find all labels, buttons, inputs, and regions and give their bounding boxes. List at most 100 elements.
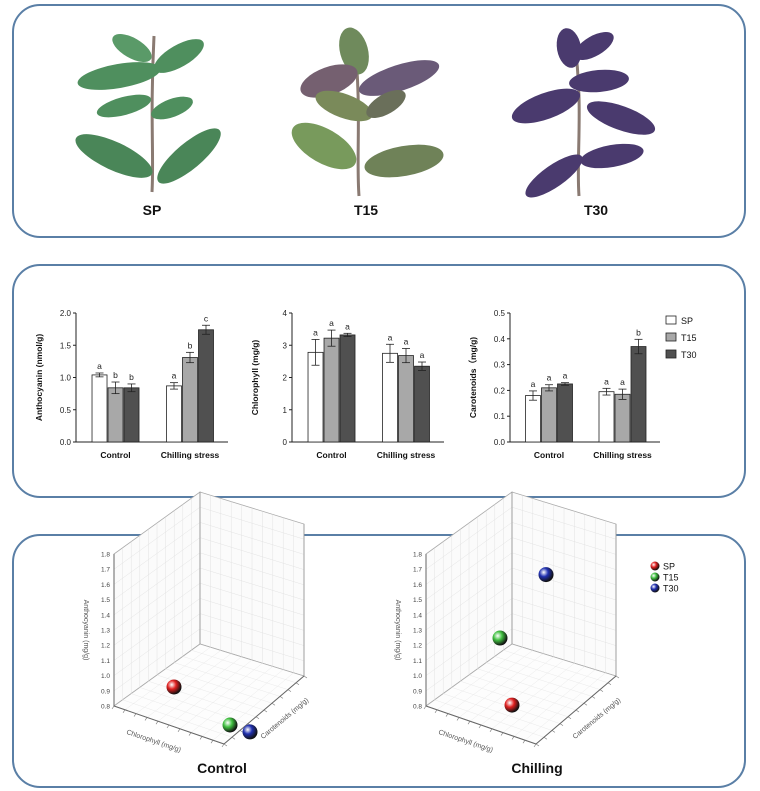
y-tick — [591, 696, 596, 699]
plant-t30-image — [511, 28, 656, 198]
z-tick-label: 1.6 — [413, 582, 422, 589]
grid-line — [494, 656, 601, 690]
z-tick-label: 1.7 — [101, 567, 110, 574]
significance-letter: b — [188, 340, 193, 350]
z-tick-label: 1.4 — [101, 612, 110, 619]
x-tick — [122, 709, 126, 713]
grid-line — [113, 537, 201, 600]
significance-letter: a — [345, 321, 350, 331]
z-tick-label: 1.6 — [101, 582, 110, 589]
ball-sp — [504, 697, 520, 713]
y-tick-label: 2.0 — [60, 309, 72, 318]
legend-swatch-t15 — [665, 332, 677, 342]
scatter-box-scatter3d-chilling: 0.8 0.9 1.0 1.1 1.2 1.3 1.4 1.5 1.6 1.7 1.8 Anthocy… — [394, 491, 622, 754]
z-tick-label: 1.0 — [413, 673, 422, 680]
category-label: Control — [316, 450, 346, 460]
y-tick-label: 0.0 — [494, 438, 506, 447]
x-tick — [144, 717, 148, 721]
y-tick — [263, 709, 268, 713]
bar-t30 — [557, 383, 573, 443]
grid-line — [190, 666, 273, 733]
x-tick — [533, 743, 537, 748]
significance-letter: a — [97, 361, 102, 371]
grid-line — [199, 537, 305, 570]
significance-letter: c — [204, 313, 209, 323]
legend-label-t15: T15 — [681, 333, 697, 343]
grid-line — [113, 522, 201, 585]
plant-label-t30: T30 — [583, 202, 609, 218]
bar-t15 — [541, 387, 557, 443]
ball-t15 — [492, 630, 508, 646]
z-tick-label: 1.1 — [413, 658, 422, 665]
legend-ball-sp — [650, 561, 660, 571]
z-tick-label: 1.1 — [101, 658, 110, 665]
bar-legend: SP T15 T30 — [665, 315, 697, 360]
grid-line — [113, 552, 201, 615]
grid-line — [511, 507, 617, 540]
y-tick-label: 0.0 — [60, 438, 72, 447]
y-tick — [271, 702, 276, 706]
grid-line — [425, 537, 513, 600]
y-axis-label: Anthocyanin (nmol/g) — [34, 334, 44, 422]
x-tick — [199, 736, 203, 740]
z-tick-label: 1.0 — [101, 673, 110, 680]
z-tick-label: 1.3 — [101, 628, 110, 635]
x-tick — [166, 724, 170, 729]
x-tick — [456, 717, 460, 721]
y-axis-label: Carotenoids（mg/g) — [468, 337, 478, 418]
bar-t15 — [323, 337, 340, 443]
grid-line — [113, 507, 201, 570]
x-tick — [522, 740, 526, 744]
y-axis-label: Chlorophyll (mg/g) — [250, 340, 260, 416]
bar-sp — [525, 395, 541, 443]
z-tick-label: 0.8 — [101, 704, 110, 711]
bar-sp — [91, 374, 108, 443]
grid-line — [199, 507, 305, 540]
legend-label-t30: T30 — [681, 350, 697, 360]
significance-letter: a — [404, 336, 409, 346]
x-tick — [445, 713, 449, 717]
significance-letter: a — [313, 327, 318, 337]
grid-line — [491, 663, 575, 729]
grid-line — [182, 656, 289, 690]
grid-line — [174, 662, 281, 697]
x-axis-label: Chlorophyll (mg/g) — [437, 729, 493, 754]
significance-letter: a — [329, 318, 334, 328]
significance-letter: a — [620, 377, 625, 387]
bar-t15 — [182, 357, 198, 443]
category-label: Control — [534, 450, 564, 460]
y-tick-label: 0 — [283, 438, 288, 447]
grid-line — [468, 674, 577, 711]
grid-line — [511, 552, 617, 585]
x-tick — [133, 713, 137, 717]
pigment-bar-charts-panel: 0.0 0.5 1.0 1.5 2.0 Anthocyanin (nmol/g) a b b Co… — [12, 264, 746, 498]
bar-t15 — [107, 387, 124, 443]
y-tick-label: 0.4 — [494, 335, 506, 344]
bar-t15 — [398, 355, 414, 443]
z-axis-label: Anthocyanin (mg/g) — [394, 600, 401, 661]
significance-letter: a — [547, 373, 552, 383]
y-tick-label: 0.2 — [494, 386, 506, 395]
bar-t30 — [339, 334, 356, 443]
grid-line — [486, 662, 593, 697]
significance-letter: a — [420, 350, 425, 360]
y-tick — [583, 702, 588, 706]
x-tick — [489, 728, 493, 732]
y-tick — [535, 743, 540, 747]
x-tick — [423, 705, 427, 710]
bar-sp — [598, 391, 615, 443]
y-tick — [551, 730, 556, 733]
category-label: Chilling stress — [377, 450, 436, 460]
scatter-title-chilling: Chilling — [511, 760, 563, 776]
y-tick — [303, 675, 308, 679]
scatter-3d-panel: 0.8 0.9 1.0 1.1 1.2 1.3 1.4 1.5 1.6 1.7 1.8 Anthocy… — [12, 491, 746, 788]
y-tick — [575, 709, 580, 713]
legend-swatch-sp — [665, 315, 677, 325]
bar-chart-chlorophyll: 0 1 2 3 4 Chlorophyll (mg/g) a a a Control a a a Chil… — [250, 309, 444, 460]
significance-letter: b — [113, 370, 118, 380]
ball-t30 — [242, 724, 258, 740]
plant-photos-panel: SP T15 T30 — [12, 4, 746, 238]
bar-t30 — [630, 346, 647, 443]
grid-line — [165, 668, 273, 704]
grid-line — [511, 522, 617, 555]
